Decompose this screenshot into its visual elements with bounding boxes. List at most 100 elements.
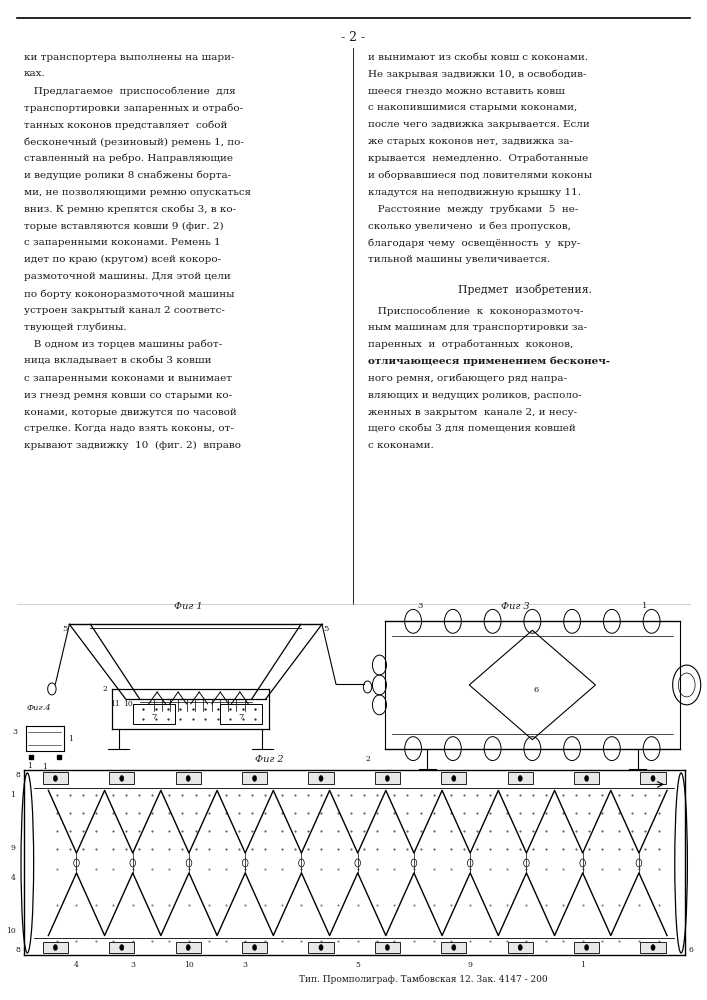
Text: Приспособление  к  коконоразмоточ-: Приспособление к коконоразмоточ- [368,306,583,316]
FancyBboxPatch shape [242,942,267,953]
Circle shape [119,775,124,781]
Text: бесконечный (резиновый) ремень 1, по-: бесконечный (резиновый) ремень 1, по- [24,137,244,147]
Text: 7: 7 [151,713,156,721]
FancyBboxPatch shape [441,942,467,953]
Text: ница вкладывает в скобы 3 ковши: ница вкладывает в скобы 3 ковши [24,357,211,366]
FancyBboxPatch shape [109,772,134,784]
Text: конами, которые движутся по часовой: конами, которые движутся по часовой [24,408,237,417]
Text: женных в закрытом  канале 2, и несу-: женных в закрытом канале 2, и несу- [368,408,577,417]
Text: 3: 3 [417,602,423,610]
Circle shape [518,775,522,781]
Text: Фиг 2: Фиг 2 [255,755,284,764]
Text: - 2 -: - 2 - [341,31,366,44]
FancyBboxPatch shape [308,772,334,784]
Circle shape [385,775,390,781]
FancyBboxPatch shape [175,942,201,953]
Text: 1: 1 [580,961,585,969]
Text: 1: 1 [642,602,648,610]
FancyBboxPatch shape [308,942,334,953]
Text: ки транспортера выполнены на шари-: ки транспортера выполнены на шари- [24,52,234,62]
Text: и вынимают из скобы ковш с коконами.: и вынимают из скобы ковш с коконами. [368,52,588,62]
Text: 6: 6 [688,946,693,954]
Circle shape [651,945,655,950]
Text: и ведущие ролики 8 снабжены борта-: и ведущие ролики 8 снабжены борта- [24,171,231,180]
Text: 10: 10 [124,700,133,708]
Text: вляющих и ведущих роликов, располо-: вляющих и ведущих роликов, располо- [368,391,581,400]
Text: Фиг 3: Фиг 3 [501,602,529,611]
Text: 5: 5 [356,961,360,969]
Text: ках.: ках. [24,69,45,78]
FancyBboxPatch shape [574,772,600,784]
Text: вниз. К ремню крепятся скобы 3, в ко-: вниз. К ремню крепятся скобы 3, в ко- [24,205,236,214]
Text: с накопившимися старыми коконами,: с накопившимися старыми коконами, [368,103,577,112]
Text: торые вставляются ковши 9 (фиг. 2): торые вставляются ковши 9 (фиг. 2) [24,222,223,231]
Text: шееся гнездо можно вставить ковш: шееся гнездо можно вставить ковш [368,86,564,95]
Circle shape [452,775,456,781]
Text: 6: 6 [533,686,539,694]
Circle shape [585,945,589,950]
Text: 1: 1 [69,735,74,743]
Text: 9: 9 [11,844,16,852]
Text: идет по краю (кругом) всей кокоро-: идет по краю (кругом) всей кокоро- [24,255,221,264]
FancyBboxPatch shape [641,942,666,953]
Text: и оборвавшиеся под ловителями коконы: и оборвавшиеся под ловителями коконы [368,171,592,180]
Circle shape [119,945,124,950]
Text: 7: 7 [238,713,244,721]
FancyBboxPatch shape [441,772,467,784]
Text: 8: 8 [16,946,21,954]
Text: устроен закрытый канал 2 соответс-: устроен закрытый канал 2 соответс- [24,306,225,315]
Text: Не закрывая задвижки 10, в освободив-: Не закрывая задвижки 10, в освободив- [368,69,586,79]
Text: с запаренными коконами. Ремень 1: с запаренными коконами. Ремень 1 [24,238,221,247]
Text: Фиг.4: Фиг.4 [27,704,52,712]
Circle shape [319,775,323,781]
Text: 1: 1 [11,791,16,799]
Text: 1: 1 [27,762,32,770]
Circle shape [385,945,390,950]
Circle shape [186,945,190,950]
Text: благодаря чему  освещённость  у  кру-: благодаря чему освещённость у кру- [368,238,580,248]
FancyBboxPatch shape [508,942,533,953]
Text: Расстояние  между  трубками  5  не-: Расстояние между трубками 5 не- [368,205,578,214]
Text: 10: 10 [6,927,16,935]
FancyBboxPatch shape [375,772,400,784]
Text: танных коконов представляет  собой: танных коконов представляет собой [24,120,227,130]
Text: тильной машины увеличивается.: тильной машины увеличивается. [368,255,550,264]
Circle shape [53,945,57,950]
Text: Тип. Промполиграф. Тамбовская 12. Зак. 4147 - 200: Тип. Промполиграф. Тамбовская 12. Зак. 4… [299,975,548,984]
Text: 9: 9 [468,961,473,969]
Text: 5: 5 [323,625,328,633]
Text: 5: 5 [62,625,67,633]
Text: крывают задвижку  10  (фиг. 2)  вправо: крывают задвижку 10 (фиг. 2) вправо [24,441,241,450]
Text: Фиг 1: Фиг 1 [175,602,203,611]
FancyBboxPatch shape [42,772,68,784]
FancyBboxPatch shape [242,772,267,784]
Text: ным машинам для транспортировки за-: ным машинам для транспортировки за- [368,323,587,332]
Text: твующей глубины.: твующей глубины. [24,323,127,332]
Text: 8: 8 [16,771,21,779]
FancyBboxPatch shape [175,772,201,784]
Circle shape [651,775,655,781]
FancyBboxPatch shape [574,942,600,953]
Text: ставленный на ребро. Направляющие: ставленный на ребро. Направляющие [24,154,233,163]
Circle shape [252,945,257,950]
Circle shape [186,775,190,781]
Text: 3: 3 [12,728,17,736]
Circle shape [452,945,456,950]
Text: 2: 2 [102,685,107,693]
Text: с запаренными коконами и вынимает: с запаренными коконами и вынимает [24,374,232,383]
Text: транспортировки запаренных и отрабо-: транспортировки запаренных и отрабо- [24,103,243,113]
Text: 1: 1 [42,763,47,771]
Text: 10: 10 [184,961,194,969]
Text: ного ремня, огибающего ряд напра-: ного ремня, огибающего ряд напра- [368,374,566,383]
Text: В одном из торцев машины работ-: В одном из торцев машины работ- [24,340,222,349]
Text: 4: 4 [74,961,79,969]
Text: сколько увеличено  и без пропусков,: сколько увеличено и без пропусков, [368,222,571,231]
Text: крывается  немедленно.  Отработанные: крывается немедленно. Отработанные [368,154,588,163]
Text: кладутся на неподвижную крышку 11.: кладутся на неподвижную крышку 11. [368,188,580,197]
Text: 3: 3 [243,961,247,969]
Text: отличающееся применением бесконеч-: отличающееся применением бесконеч- [368,357,609,366]
FancyBboxPatch shape [42,942,68,953]
FancyBboxPatch shape [508,772,533,784]
Text: 11: 11 [110,700,120,708]
Circle shape [585,775,589,781]
